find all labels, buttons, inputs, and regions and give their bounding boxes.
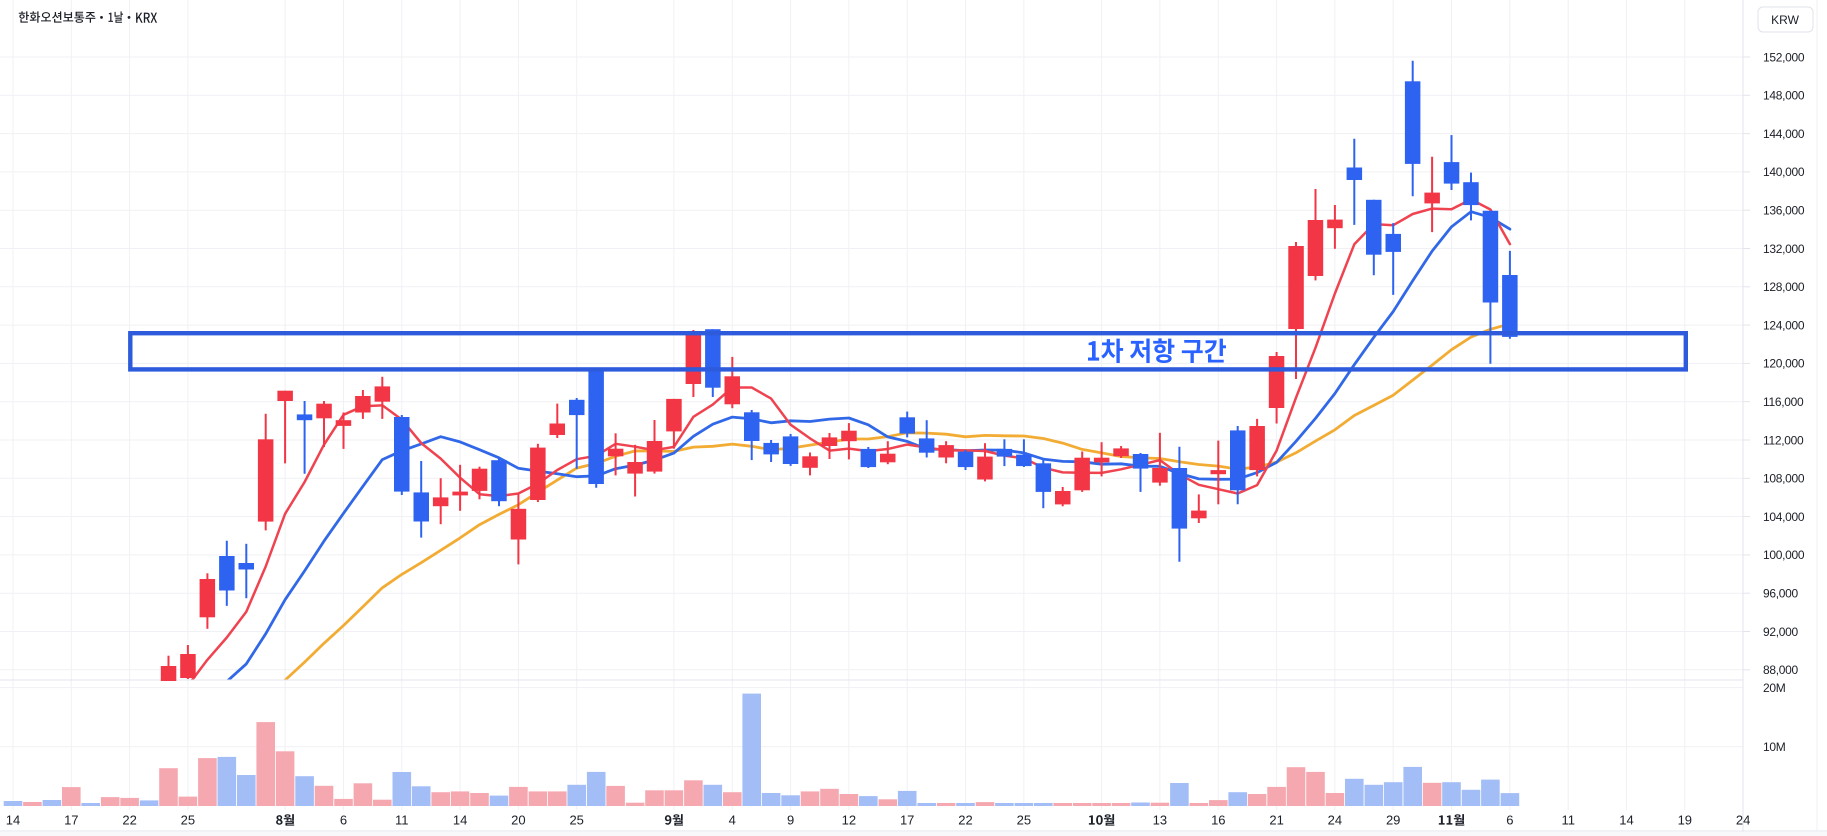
svg-text:6: 6 xyxy=(1506,813,1513,828)
svg-text:124,000: 124,000 xyxy=(1763,318,1805,332)
svg-text:25: 25 xyxy=(181,813,195,828)
svg-text:88,000: 88,000 xyxy=(1763,663,1799,677)
svg-text:136,000: 136,000 xyxy=(1763,204,1805,218)
svg-text:21: 21 xyxy=(1269,813,1283,828)
svg-text:144,000: 144,000 xyxy=(1763,127,1805,141)
svg-text:104,000: 104,000 xyxy=(1763,510,1805,524)
svg-text:128,000: 128,000 xyxy=(1763,280,1805,294)
svg-text:148,000: 148,000 xyxy=(1763,89,1805,103)
svg-text:6: 6 xyxy=(340,813,347,828)
svg-text:152,000: 152,000 xyxy=(1763,50,1805,64)
svg-text:16: 16 xyxy=(1211,813,1225,828)
svg-text:96,000: 96,000 xyxy=(1763,587,1799,601)
svg-text:108,000: 108,000 xyxy=(1763,472,1805,486)
svg-text:12: 12 xyxy=(842,813,856,828)
svg-text:92,000: 92,000 xyxy=(1763,625,1799,639)
svg-text:KRW: KRW xyxy=(1771,13,1799,27)
svg-text:132,000: 132,000 xyxy=(1763,242,1805,256)
svg-text:14: 14 xyxy=(6,813,20,828)
svg-text:14: 14 xyxy=(453,813,467,828)
svg-text:140,000: 140,000 xyxy=(1763,165,1805,179)
svg-text:13: 13 xyxy=(1153,813,1167,828)
svg-text:4: 4 xyxy=(729,813,736,828)
svg-text:29: 29 xyxy=(1386,813,1400,828)
svg-text:25: 25 xyxy=(1017,813,1031,828)
svg-text:20: 20 xyxy=(511,813,525,828)
svg-text:11: 11 xyxy=(395,813,409,828)
svg-text:25: 25 xyxy=(569,813,583,828)
svg-text:17: 17 xyxy=(64,813,78,828)
svg-text:22: 22 xyxy=(958,813,972,828)
svg-text:20M: 20M xyxy=(1763,681,1786,695)
svg-text:24: 24 xyxy=(1736,813,1750,828)
svg-text:11: 11 xyxy=(1561,813,1575,828)
svg-text:14: 14 xyxy=(1619,813,1633,828)
svg-text:9: 9 xyxy=(787,813,794,828)
svg-text:120,000: 120,000 xyxy=(1763,357,1805,371)
svg-text:24: 24 xyxy=(1328,813,1342,828)
svg-text:100,000: 100,000 xyxy=(1763,548,1805,562)
svg-text:112,000: 112,000 xyxy=(1763,433,1804,447)
svg-text:10M: 10M xyxy=(1763,740,1786,754)
svg-text:22: 22 xyxy=(122,813,136,828)
svg-text:19: 19 xyxy=(1678,813,1692,828)
svg-text:116,000: 116,000 xyxy=(1763,395,1804,409)
svg-text:17: 17 xyxy=(900,813,914,828)
